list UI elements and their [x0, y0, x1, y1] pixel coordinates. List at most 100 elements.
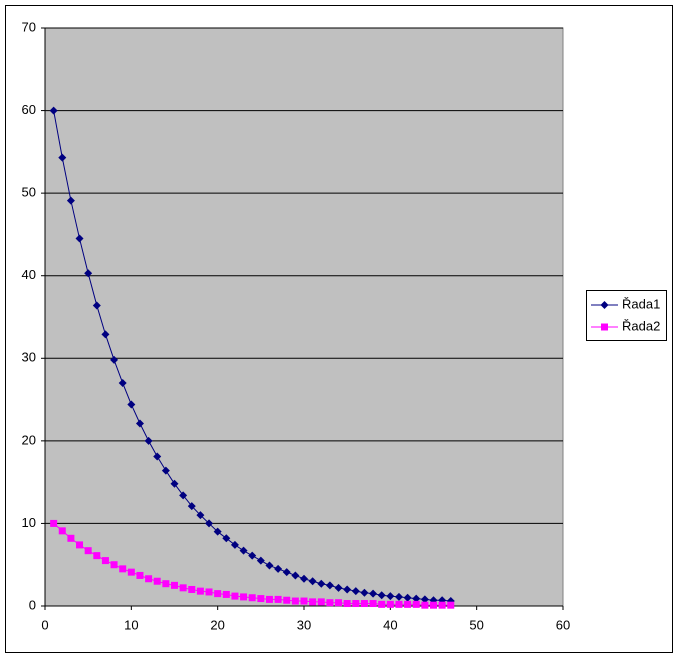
- data-point: [291, 597, 299, 605]
- data-point: [412, 594, 421, 603]
- data-point: [369, 589, 378, 598]
- data-point: [283, 596, 291, 604]
- data-point: [153, 577, 161, 585]
- data-point: [395, 600, 403, 608]
- data-point: [136, 571, 144, 579]
- data-point: [119, 565, 127, 573]
- data-point: [58, 527, 66, 535]
- x-tick-label: 0: [41, 617, 48, 632]
- data-point: [127, 400, 136, 409]
- data-point: [50, 519, 58, 527]
- data-point: [84, 269, 93, 278]
- data-point: [394, 592, 403, 601]
- data-point: [67, 534, 75, 542]
- data-point: [386, 600, 394, 608]
- data-point: [351, 587, 360, 596]
- data-point: [343, 600, 351, 608]
- data-point: [84, 547, 92, 555]
- data-point: [118, 379, 127, 388]
- data-point: [231, 592, 239, 600]
- data-point: [179, 491, 188, 500]
- data-point: [352, 600, 360, 608]
- y-tick-label: 0: [29, 597, 36, 612]
- data-point: [334, 583, 343, 592]
- data-point: [222, 534, 231, 543]
- data-point: [421, 601, 429, 609]
- data-point: [188, 585, 196, 593]
- data-point: [240, 593, 248, 601]
- data-point: [187, 502, 196, 511]
- data-point: [404, 600, 412, 608]
- data-point: [110, 561, 118, 569]
- data-point: [317, 579, 326, 588]
- data-point: [135, 419, 144, 428]
- data-point: [274, 564, 283, 573]
- legend-label: Řada1: [622, 296, 660, 311]
- data-point: [230, 540, 239, 549]
- data-point: [110, 355, 119, 364]
- data-point: [317, 598, 325, 606]
- data-point: [360, 600, 368, 608]
- legend-marker: [600, 301, 609, 309]
- data-point: [101, 330, 110, 339]
- data-point: [412, 600, 420, 608]
- data-point: [170, 479, 179, 488]
- data-point: [239, 546, 248, 555]
- data-point: [196, 587, 204, 595]
- data-point: [378, 600, 386, 608]
- y-tick-label: 20: [22, 432, 36, 447]
- data-point: [309, 598, 317, 606]
- data-point: [58, 153, 67, 162]
- x-tick-label: 60: [556, 617, 570, 632]
- x-tick-label: 50: [469, 617, 483, 632]
- data-point: [127, 568, 135, 576]
- data-point: [214, 590, 222, 598]
- y-tick-label: 50: [22, 185, 36, 200]
- data-point: [92, 301, 101, 310]
- data-point: [265, 595, 273, 603]
- y-tick-label: 40: [22, 267, 36, 282]
- data-point: [205, 588, 213, 596]
- y-tick-label: 10: [22, 515, 36, 530]
- data-point: [93, 552, 101, 560]
- y-tick-label: 70: [22, 19, 36, 34]
- data-point: [153, 452, 162, 461]
- data-point: [205, 519, 214, 528]
- legend-box: [586, 290, 667, 341]
- data-point: [335, 599, 343, 607]
- data-point: [447, 601, 455, 609]
- x-tick-label: 30: [297, 617, 311, 632]
- data-point: [403, 593, 412, 602]
- legend-marker: [601, 323, 608, 331]
- data-point: [248, 551, 257, 560]
- data-point: [274, 595, 282, 603]
- data-point: [162, 580, 170, 588]
- data-point: [377, 591, 386, 600]
- data-point: [49, 106, 58, 115]
- data-point: [343, 585, 352, 594]
- data-point: [325, 581, 334, 590]
- data-point: [326, 599, 334, 607]
- legend-label: Řada2: [622, 318, 660, 333]
- data-point: [101, 557, 109, 565]
- data-point: [75, 234, 84, 243]
- data-point: [386, 592, 395, 601]
- data-point: [171, 581, 178, 589]
- y-tick-label: 60: [22, 102, 36, 117]
- y-tick-label: 30: [22, 350, 36, 365]
- x-tick-label: 40: [383, 617, 397, 632]
- data-point: [360, 588, 369, 597]
- data-point: [300, 574, 308, 583]
- data-point: [161, 466, 170, 475]
- data-point: [196, 511, 205, 520]
- data-point: [369, 600, 377, 608]
- data-point: [438, 601, 446, 609]
- data-point: [291, 571, 300, 580]
- data-point: [300, 597, 308, 605]
- plot-area: [44, 27, 564, 607]
- data-point: [145, 575, 153, 583]
- data-point: [308, 577, 317, 586]
- data-point: [222, 590, 230, 598]
- data-point: [265, 561, 274, 570]
